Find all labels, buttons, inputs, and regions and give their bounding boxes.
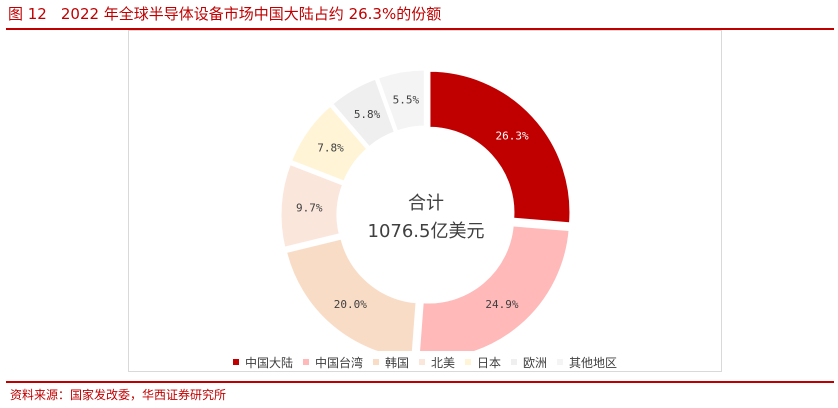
legend-swatch-0 xyxy=(232,359,239,365)
chart-panel: 26.3% 24.9% 20.0% 9.7% 7.8% 5.8% 5.5% 合计 1076.5亿… xyxy=(128,30,722,372)
legend-item-2: 韩国 xyxy=(372,354,409,371)
legend-item-4: 日本 xyxy=(465,354,501,371)
legend-label-2: 韩国 xyxy=(384,355,409,370)
source-note: 资料来源：国家发改委，华西证券研究所 xyxy=(10,388,227,402)
legend-item-0: 中国大陆 xyxy=(232,354,293,371)
legend-label-5: 欧洲 xyxy=(523,355,548,370)
bottom-rule xyxy=(6,381,834,383)
legend-swatch-4 xyxy=(465,359,471,365)
figure-number: 图 12 xyxy=(8,5,47,23)
donut-slice-0 xyxy=(427,68,573,226)
center-label-line-0: 合计 xyxy=(408,193,444,214)
slice-label-0: 26.3% xyxy=(495,130,528,143)
slice-label-5: 5.8% xyxy=(354,108,381,121)
slice-label-3: 9.7% xyxy=(296,201,323,214)
legend-swatch-6 xyxy=(557,359,564,365)
slice-label-6: 5.5% xyxy=(393,94,420,107)
legend-label-4: 日本 xyxy=(477,355,502,370)
legend-swatch-3 xyxy=(418,359,425,365)
donut-slice-1 xyxy=(417,223,572,351)
legend-label-3: 北美 xyxy=(430,355,455,370)
figure-title-text: 2022 年全球半导体设备市场中国大陆占约 26.3%的份额 xyxy=(60,5,442,23)
donut-slice-3 xyxy=(278,161,346,251)
legend-item-1: 中国台湾 xyxy=(302,354,363,371)
figure-title: 图 12 2022 年全球半导体设备市场中国大陆占约 26.3%的份额 xyxy=(8,3,441,25)
slice-label-2: 20.0% xyxy=(334,298,367,311)
legend-label-6: 其他地区 xyxy=(569,355,618,370)
legend-item-5: 欧洲 xyxy=(511,354,547,371)
donut-chart: 26.3% 24.9% 20.0% 9.7% 7.8% 5.8% 5.5% 合计 1076.5亿… xyxy=(278,67,573,351)
donut-slice-6 xyxy=(375,67,427,134)
slice-label-4: 7.8% xyxy=(317,141,344,154)
chart-legend: 中国大陆 中国台湾 韩国 北美 日本 欧洲 其他地区 xyxy=(129,353,721,371)
legend-label-0: 中国大陆 xyxy=(244,355,293,370)
legend-swatch-1 xyxy=(302,359,309,365)
donut-slice-2 xyxy=(283,236,419,351)
legend-label-1: 中国台湾 xyxy=(314,355,363,370)
legend-swatch-2 xyxy=(372,359,379,365)
slice-label-1: 24.9% xyxy=(485,298,518,311)
legend-item-6: 其他地区 xyxy=(557,354,617,371)
legend-item-3: 北美 xyxy=(418,354,455,371)
top-rule xyxy=(6,28,834,30)
legend-swatch-5 xyxy=(511,359,518,365)
donut-slice-4 xyxy=(288,102,371,185)
center-label-line-1: 1076.5亿美元 xyxy=(368,221,485,242)
